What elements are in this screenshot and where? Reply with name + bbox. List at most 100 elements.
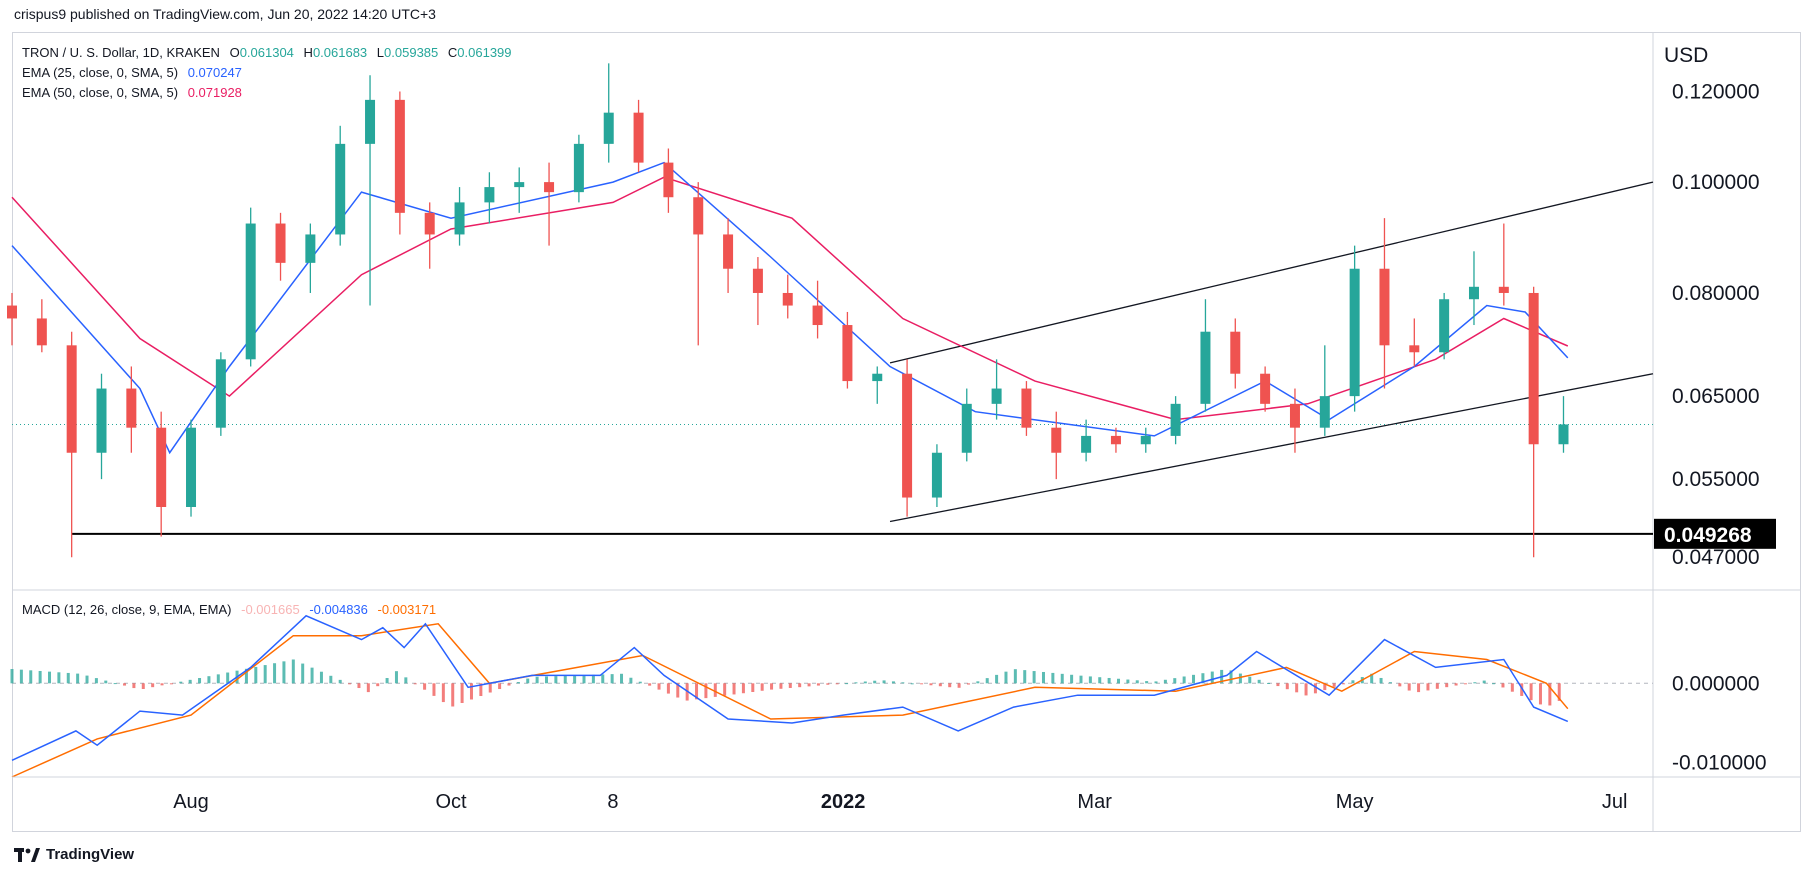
macd-histogram-bar xyxy=(273,663,277,684)
candle-body xyxy=(1081,435,1092,453)
ohlc-open: 0.061304 xyxy=(239,45,294,60)
candle xyxy=(7,292,17,346)
ohlc-close: 0.061399 xyxy=(457,45,512,60)
candle-body xyxy=(961,403,972,453)
macd-histogram-bar xyxy=(901,682,905,684)
macd-histogram-bar xyxy=(338,679,342,684)
candle xyxy=(752,257,763,326)
candle-body xyxy=(245,223,256,360)
macd-histogram-bar xyxy=(385,678,389,684)
candle-body xyxy=(1439,299,1450,353)
macd-histogram-bar xyxy=(1463,683,1467,685)
macd-histogram-bar xyxy=(498,683,502,690)
macd-histogram-bar xyxy=(48,671,52,684)
macd-histogram-bar xyxy=(554,676,558,684)
macd-histogram-bar xyxy=(394,671,398,684)
macd-histogram-bar xyxy=(207,676,211,684)
macd-histogram-bar xyxy=(957,683,961,688)
candle xyxy=(1170,396,1181,445)
candle-body xyxy=(156,427,167,508)
macd-histogram-bar xyxy=(1079,675,1083,684)
macd-histogram-bar xyxy=(704,683,708,699)
macd-histogram-bar xyxy=(1173,678,1177,684)
macd-histogram-bar xyxy=(563,675,567,684)
candle-body xyxy=(1528,292,1539,445)
macd-histogram-bar xyxy=(845,683,849,685)
macd-histogram-bar xyxy=(282,661,286,684)
candle-body xyxy=(1409,345,1420,353)
ema50-label: EMA (50, close, 0, SMA, 5) xyxy=(22,85,179,100)
macd-histogram-bar xyxy=(741,683,745,694)
macd-histogram-bar xyxy=(29,670,33,684)
macd-histogram-bar xyxy=(1388,682,1392,684)
candle-body xyxy=(1558,424,1569,445)
macd-histogram-bar xyxy=(629,677,633,684)
macd-histogram-bar xyxy=(1313,683,1317,694)
macd-histogram-bar xyxy=(666,683,670,694)
macd-histogram-bar xyxy=(1435,683,1439,689)
macd-histogram-bar xyxy=(1379,677,1383,684)
candle-body xyxy=(782,292,793,306)
macd-histogram-bar xyxy=(826,683,830,685)
macd-histogram-bar xyxy=(301,663,305,684)
macd-histogram-bar xyxy=(1013,669,1017,684)
candle xyxy=(1051,411,1062,480)
macd-histogram-bar xyxy=(254,666,258,684)
macd-histogram-bar xyxy=(723,683,727,696)
candle xyxy=(931,444,942,508)
candle-body xyxy=(1021,388,1032,428)
candle-body xyxy=(96,388,107,453)
candle xyxy=(394,91,405,235)
candle xyxy=(1289,388,1300,453)
macd-histogram-bar xyxy=(807,683,811,687)
price-tick-label: 0.047000 xyxy=(1672,546,1760,569)
macd-line xyxy=(11,614,1569,761)
macd-histogram-bar xyxy=(1004,671,1008,684)
candle xyxy=(1528,286,1539,558)
ohlc-open-label: O xyxy=(229,45,240,60)
candle-body xyxy=(872,373,883,382)
macd-histogram-bar xyxy=(188,679,192,684)
macd-histogram-bar xyxy=(854,682,858,684)
publisher-credit: crispus9 published on TradingView.com, J… xyxy=(14,6,436,22)
macd-histogram-bar xyxy=(169,683,173,685)
candle-body xyxy=(1349,268,1360,397)
macd-histogram-bar xyxy=(526,678,530,684)
ema25-value: 0.070247 xyxy=(187,65,242,80)
time-tick-label: Oct xyxy=(435,791,467,813)
macd-histogram-bar xyxy=(451,683,455,707)
candle-body xyxy=(126,388,137,428)
macd-histogram-bar xyxy=(1276,683,1280,687)
macd-histogram-bar xyxy=(291,659,295,684)
macd-signal-line xyxy=(11,622,1569,778)
tradingview-logo[interactable]: TradingView xyxy=(14,846,134,863)
macd-histogram-bar xyxy=(10,669,14,684)
macd-histogram-bar xyxy=(573,675,577,684)
macd-histogram-bar xyxy=(1492,683,1496,685)
macd-histogram-bar xyxy=(1323,683,1327,691)
macd-histogram-bar xyxy=(1135,680,1139,684)
macd-histogram-bar xyxy=(94,678,98,684)
macd-histogram-bar xyxy=(104,680,108,684)
candle xyxy=(782,274,793,319)
macd-histogram-bar xyxy=(1417,683,1421,693)
candle xyxy=(305,223,316,293)
candle xyxy=(723,218,734,293)
macd-histogram-bar xyxy=(1529,683,1533,701)
macd-histogram-bar xyxy=(1538,683,1542,705)
candle xyxy=(1409,318,1420,367)
candle xyxy=(1379,218,1390,389)
macd-histogram-bar xyxy=(1426,683,1430,691)
candle xyxy=(573,134,584,203)
macd-histogram-bar xyxy=(1070,674,1074,684)
candle-body xyxy=(902,373,913,498)
macd-histogram-bar xyxy=(1398,683,1402,687)
ohlc-low-label: L xyxy=(376,45,385,60)
candle xyxy=(36,299,47,353)
macd-histogram-bar xyxy=(1445,683,1449,688)
candle xyxy=(1081,419,1092,462)
macd-histogram-bar xyxy=(1023,670,1027,684)
ema50-legend: EMA (50, close, 0, SMA, 5) 0.071928 xyxy=(22,85,248,100)
macd-histogram-bar xyxy=(1117,678,1121,684)
